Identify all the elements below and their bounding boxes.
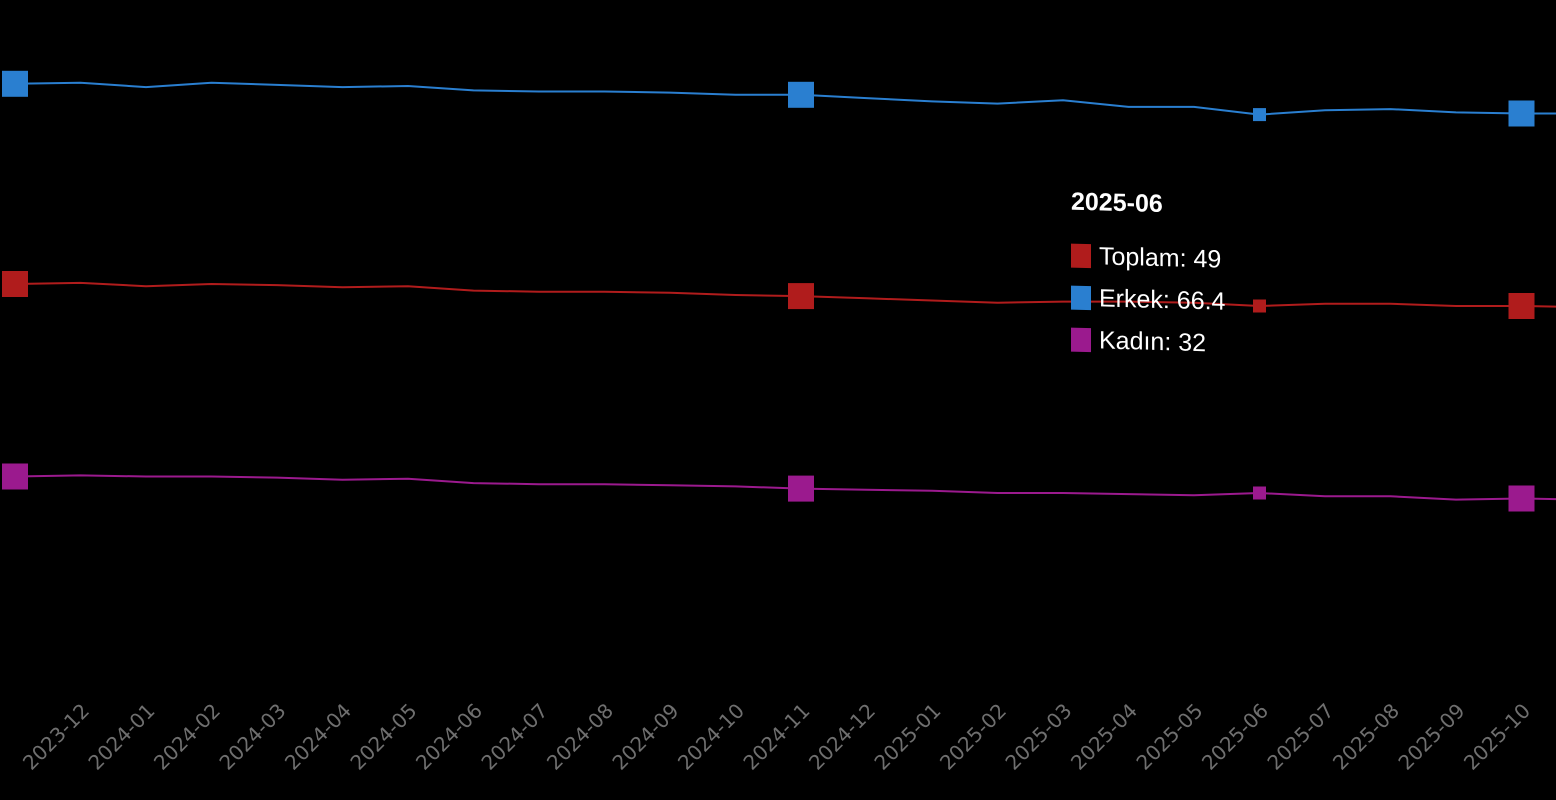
x-tick-2024-10: 2024-10 [673,699,749,775]
marker-toplam-2025-10[interactable] [1508,293,1535,319]
x-tick-2024-03: 2024-03 [214,699,290,775]
x-tick-2025-03: 2025-03 [1000,699,1076,775]
x-tick-2024-04: 2024-04 [280,699,356,775]
tooltip-label-toplam: Toplam: 49 [1099,241,1222,274]
x-tick-2024-07: 2024-07 [476,699,552,775]
x-tick-2025-01: 2025-01 [869,699,945,775]
marker-kadin-2024-11[interactable] [788,475,814,502]
marker-toplam-2024-11[interactable] [788,283,814,310]
x-tick-2025-07: 2025-07 [1262,699,1338,775]
tooltip: 2025-06 Toplam: 49 Erkek: 66.4 Kadın: 32 [1066,188,1256,366]
x-tick-2025-09: 2025-09 [1393,699,1469,775]
x-tick-2024-06: 2024-06 [411,699,487,775]
x-tick-2024-05: 2024-05 [345,699,421,775]
x-tick-2024-08: 2024-08 [542,699,618,775]
marker-kadin-2025-06[interactable] [1253,486,1266,500]
tooltip-label-erkek: Erkek: 66.4 [1099,283,1226,316]
series-line-erkek[interactable] [14,81,1556,116]
x-tick-2025-04: 2025-04 [1066,699,1142,775]
x-tick-2025-08: 2025-08 [1328,699,1404,775]
x-tick-2024-09: 2024-09 [607,699,683,775]
tooltip-label-kadin: Kadın: 32 [1099,325,1207,357]
x-tick-2024-12: 2024-12 [804,699,880,775]
marker-erkek-2023-11[interactable] [2,70,28,97]
marker-toplam-2025-06[interactable] [1253,299,1266,313]
series-line-kadin[interactable] [14,474,1556,501]
x-tick-2025-06: 2025-06 [1197,699,1273,775]
x-tick-2024-01: 2024-01 [83,699,159,775]
tooltip-row-kadin: Kadın: 32 [1066,319,1256,366]
tooltip-row-erkek: Erkek: 66.4 [1066,277,1256,324]
tooltip-title: 2025-06 [1071,187,1163,219]
x-tick-2025-05: 2025-05 [1131,699,1207,775]
marker-erkek-2025-06[interactable] [1253,108,1266,122]
marker-erkek-2024-11[interactable] [788,81,814,108]
x-tick-2025-10: 2025-10 [1459,699,1535,775]
marker-toplam-2023-11[interactable] [2,271,28,297]
series-markers [2,70,1535,512]
marker-erkek-2025-10[interactable] [1508,100,1535,127]
x-tick-2023-12: 2023-12 [18,699,94,775]
marker-kadin-2023-11[interactable] [2,463,28,490]
x-tick-2024-02: 2024-02 [149,699,225,775]
tooltip-swatch-toplam [1071,243,1091,269]
tooltip-row-toplam: Toplam: 49 [1066,235,1256,282]
tooltip-swatch-erkek [1071,285,1091,311]
tooltip-swatch-kadin [1071,327,1091,353]
series-lines [14,81,1556,501]
marker-kadin-2025-10[interactable] [1508,485,1535,512]
x-axis-tick-labels: 2023-122024-012024-022024-032024-042024-… [18,699,1535,775]
x-tick-2025-02: 2025-02 [935,699,1011,775]
x-tick-2024-11: 2024-11 [738,699,814,775]
series-line-toplam[interactable] [14,281,1556,308]
